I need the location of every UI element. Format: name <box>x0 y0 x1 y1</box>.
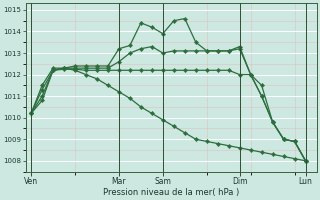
X-axis label: Pression niveau de la mer( hPa ): Pression niveau de la mer( hPa ) <box>103 188 239 197</box>
